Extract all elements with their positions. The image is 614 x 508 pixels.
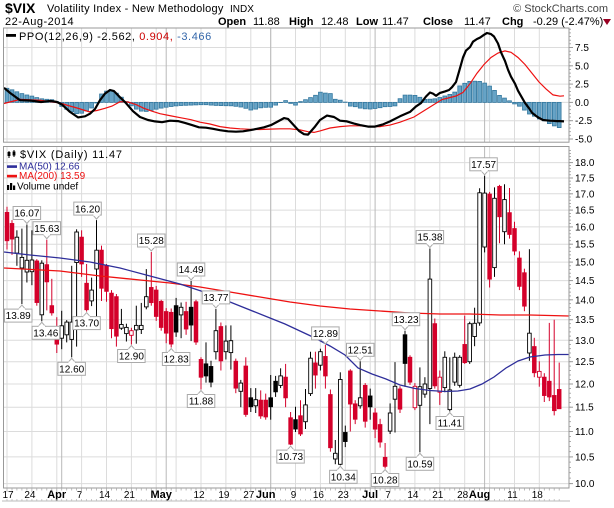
svg-text:12: 12: [193, 490, 205, 501]
svg-text:12.0: 12.0: [575, 380, 595, 391]
svg-text:14.5: 14.5: [575, 276, 595, 287]
svg-text:MA(200) 13.59: MA(200) 13.59: [19, 171, 86, 182]
svg-text:16.0: 16.0: [575, 222, 595, 233]
svg-text:$VIX: $VIX: [5, 0, 36, 16]
svg-text:12.48: 12.48: [321, 16, 349, 28]
svg-text:Volume undef: Volume undef: [17, 182, 78, 193]
svg-text:11.47: 11.47: [464, 16, 491, 28]
svg-text:10.28: 10.28: [373, 476, 398, 487]
svg-text:12.5: 12.5: [575, 357, 595, 368]
svg-text:$VIX (Daily) 11.47: $VIX (Daily) 11.47: [20, 149, 123, 161]
svg-text:22-Aug-2014: 22-Aug-2014: [5, 16, 74, 28]
svg-text:Volatility Index - New Methodo: Volatility Index - New Methodology: [47, 3, 224, 15]
svg-text:18: 18: [532, 490, 544, 501]
svg-text:15.0: 15.0: [575, 258, 595, 269]
svg-text:-0.29 (-2.47%): -0.29 (-2.47%): [533, 16, 603, 28]
svg-text:Open: Open: [218, 16, 246, 28]
svg-text:16.5: 16.5: [575, 206, 595, 217]
svg-text:17.5: 17.5: [575, 174, 595, 185]
svg-text:12.90: 12.90: [119, 352, 144, 363]
svg-text:11.47: 11.47: [382, 16, 409, 28]
svg-text:10.59: 10.59: [407, 459, 432, 470]
svg-text:10.73: 10.73: [278, 452, 303, 463]
svg-text:21: 21: [124, 490, 136, 501]
svg-text:16.07: 16.07: [14, 209, 39, 220]
svg-text:7.5: 7.5: [575, 43, 589, 54]
svg-text:13.0: 13.0: [575, 336, 595, 347]
svg-text:15.28: 15.28: [139, 236, 164, 247]
svg-text:High: High: [289, 16, 314, 28]
svg-text:10.34: 10.34: [331, 472, 356, 483]
svg-text:11.5: 11.5: [575, 403, 594, 414]
svg-text:13.23: 13.23: [393, 315, 418, 326]
svg-text:0.0: 0.0: [575, 98, 589, 109]
svg-text:11: 11: [507, 490, 518, 501]
svg-text:2.5: 2.5: [575, 80, 589, 91]
svg-text:17.0: 17.0: [575, 189, 595, 200]
svg-text:16.20: 16.20: [75, 204, 100, 215]
svg-text:14.49: 14.49: [179, 265, 204, 276]
svg-text:14: 14: [407, 490, 419, 501]
svg-text:19: 19: [218, 490, 230, 501]
svg-text:11.88: 11.88: [253, 16, 280, 28]
svg-text:15.5: 15.5: [575, 240, 595, 251]
svg-text:14.0: 14.0: [575, 295, 595, 306]
svg-text:13.89: 13.89: [6, 311, 31, 322]
svg-text:13.5: 13.5: [575, 315, 595, 326]
svg-text:© StockCharts.com: © StockCharts.com: [513, 3, 608, 15]
svg-text:18.0: 18.0: [575, 158, 595, 169]
svg-text:Chg: Chg: [502, 16, 523, 28]
svg-text:5.0: 5.0: [575, 61, 589, 72]
svg-text:12.51: 12.51: [348, 346, 373, 357]
svg-text:10.0: 10.0: [575, 479, 595, 490]
svg-text:Close: Close: [423, 16, 453, 28]
svg-text:14: 14: [99, 490, 111, 501]
svg-text:PPO(12,26,9) -2.562, 0.904, -3: PPO(12,26,9) -2.562, 0.904, -3.466: [19, 31, 212, 43]
svg-text:11.0: 11.0: [575, 427, 594, 438]
svg-text:24: 24: [24, 490, 36, 501]
svg-text:-5.0: -5.0: [575, 135, 593, 146]
svg-text:Low: Low: [356, 16, 378, 28]
svg-text:INDX: INDX: [230, 4, 254, 15]
svg-text:15.38: 15.38: [417, 233, 442, 244]
svg-text:11.41: 11.41: [438, 419, 463, 430]
svg-text:10.5: 10.5: [575, 452, 595, 463]
svg-text:17.57: 17.57: [471, 160, 496, 171]
svg-text:-2.5: -2.5: [575, 116, 593, 127]
svg-text:23: 23: [338, 490, 350, 501]
svg-text:16: 16: [313, 490, 325, 501]
svg-text:11.88: 11.88: [189, 397, 214, 408]
svg-text:13.70: 13.70: [74, 319, 99, 330]
svg-text:13.77: 13.77: [203, 293, 228, 304]
svg-text:May: May: [150, 489, 172, 501]
svg-text:12.89: 12.89: [313, 329, 338, 340]
svg-text:27: 27: [243, 490, 255, 501]
svg-text:12.83: 12.83: [164, 355, 189, 366]
svg-text:12.60: 12.60: [59, 364, 84, 375]
svg-text:28: 28: [457, 490, 469, 501]
svg-text:15.63: 15.63: [34, 224, 59, 235]
svg-text:13.46: 13.46: [33, 328, 58, 339]
svg-text:21: 21: [432, 490, 444, 501]
